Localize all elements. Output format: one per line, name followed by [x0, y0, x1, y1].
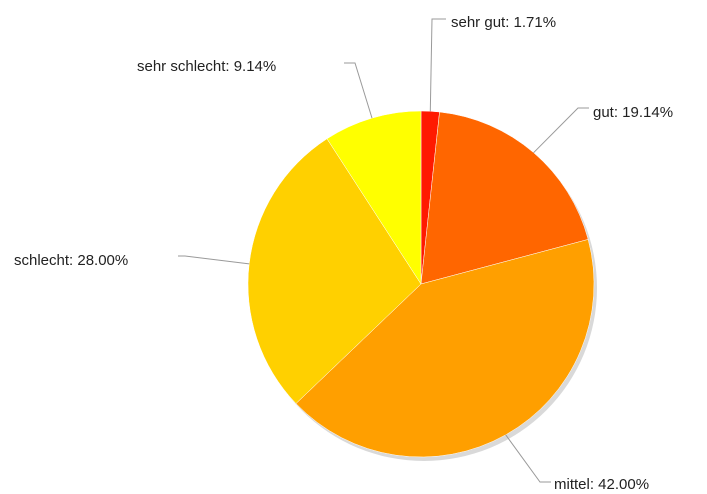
- slice-label-sehr-gut: sehr gut: 1.71%: [451, 14, 556, 31]
- pie-slice-gut: [420, 111, 589, 285]
- leader-line-sehr-gut: [429, 18, 446, 112]
- leader-line-sehr-schlecht: [344, 62, 373, 119]
- slice-label-sehr-schlecht: sehr schlecht: 9.14%: [137, 58, 276, 75]
- leader-line-mittel: [505, 434, 551, 483]
- slice-label-gut: gut: 19.14%: [593, 104, 673, 121]
- slice-label-mittel: mittel: 42.00%: [554, 476, 649, 493]
- leader-line-gut: [533, 107, 589, 154]
- leader-lines: [178, 18, 589, 483]
- leader-line-schlecht: [178, 255, 250, 265]
- slice-label-schlecht: schlecht: 28.00%: [14, 252, 128, 269]
- pie-slices: [247, 110, 595, 458]
